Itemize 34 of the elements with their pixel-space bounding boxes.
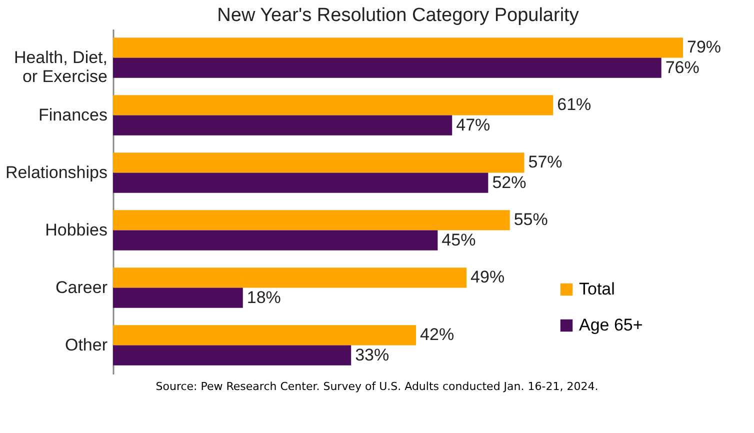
legend-label: Total [579, 280, 615, 298]
bar [113, 345, 352, 366]
source-note: Source: Pew Research Center. Survey of U.S. Adults conducted Jan. 16-21, 2024. [154, 380, 600, 393]
data-label: 61% [557, 95, 592, 114]
bar [113, 210, 510, 230]
bar [113, 230, 438, 250]
bar [113, 115, 452, 136]
data-label: 57% [528, 152, 562, 172]
bar [113, 288, 243, 308]
data-label: 52% [492, 172, 526, 192]
y-tick-label: Career [56, 278, 108, 297]
y-tick-label: Hobbies [45, 220, 108, 240]
y-tick-label: Other [64, 335, 108, 354]
legend-label: Age 65+ [579, 316, 643, 334]
data-label: 18% [246, 288, 281, 307]
data-label: 49% [470, 268, 505, 287]
y-tick-label: Health, Diet, or Exercise [14, 48, 108, 86]
y-tick-label: Relationships [5, 162, 108, 182]
bar [113, 95, 554, 116]
chart-title: New Year's Resolution Category Popularity [217, 5, 580, 26]
data-label: 45% [442, 230, 476, 250]
bar [113, 268, 467, 288]
data-label: 47% [456, 115, 490, 134]
data-label: 33% [355, 345, 390, 364]
bar [113, 172, 488, 193]
data-label: 79% [687, 38, 722, 57]
data-label: 55% [514, 210, 548, 230]
bar [113, 38, 683, 58]
data-label: 42% [420, 325, 454, 344]
bar [113, 58, 662, 78]
bar [113, 152, 524, 173]
data-label: 76% [665, 58, 700, 77]
bar [113, 325, 416, 346]
y-tick-label: Finances [38, 105, 108, 124]
